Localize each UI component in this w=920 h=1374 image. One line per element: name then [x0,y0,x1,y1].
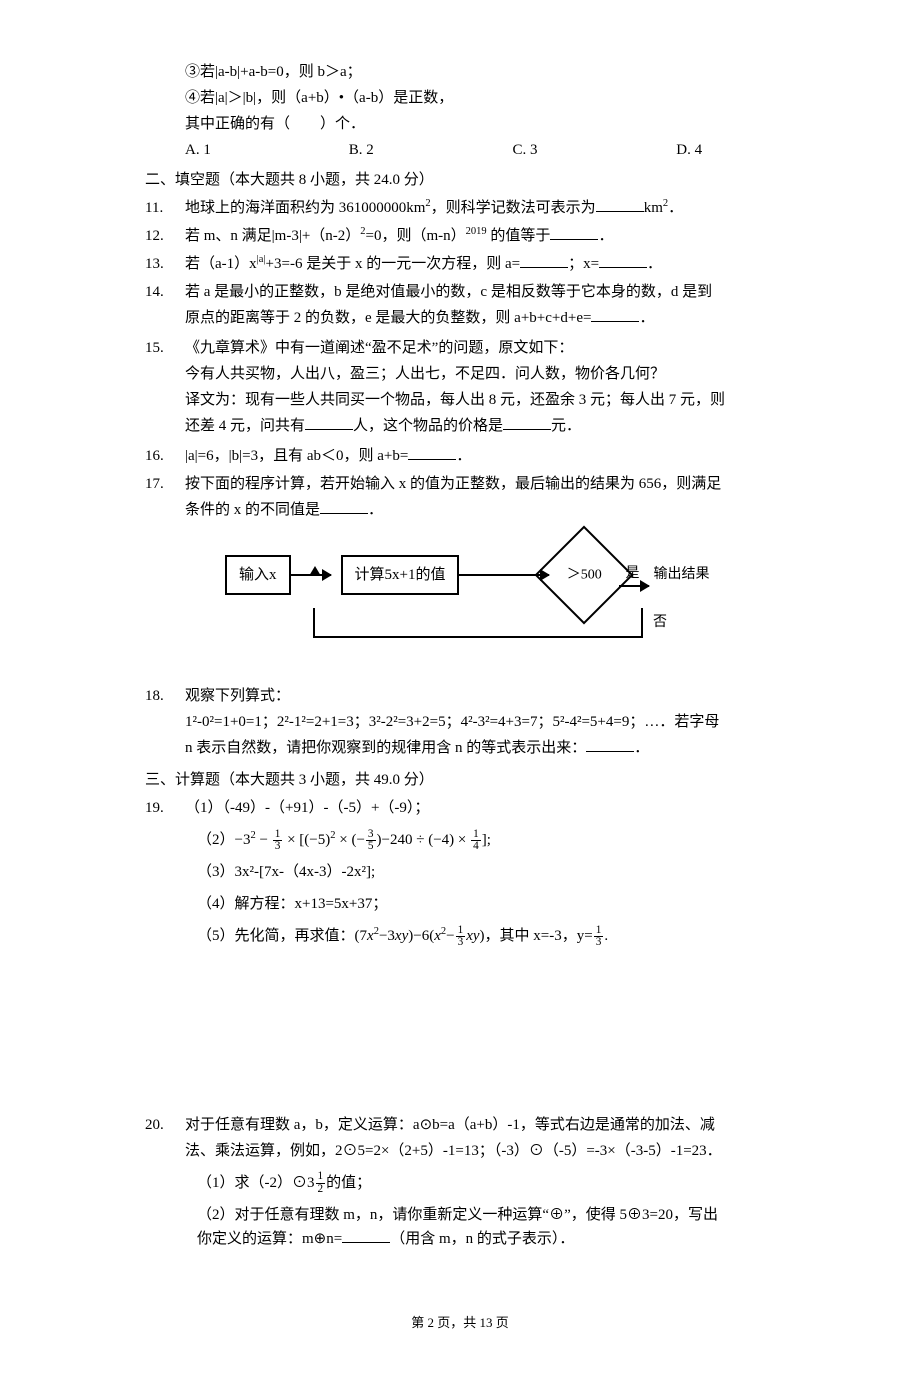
q12-text-b: =0，则（m-n） [366,228,466,244]
q19-p4: （4）解方程：x+13=5x+37； [185,892,840,916]
q17-line2-a: 条件的 x 的不同值是 [185,502,320,518]
question-11: 11. 地球上的海洋面积约为 361000000km2，则科学记数法可表示为km… [145,196,840,220]
options-row: A. 1 B. 2 C. 3 D. 4 [185,138,840,162]
q20-line2: 法、乘法运算，例如，2⊙5=2×（2+5）-1=13；（-3）⊙（-5）=-3×… [185,1139,840,1163]
q17-line2-b: ． [368,502,383,518]
q15-line1: 《九章算术》中有一道阐述“盈不足术”的问题，原文如下： [185,336,840,360]
q11-unit: km [644,200,663,216]
q11-blank[interactable] [596,197,644,212]
q16-blank[interactable] [408,445,456,460]
flowchart: 输入x 计算5x+1的值 ＞500 是 [225,540,840,650]
q13-text-d: ． [647,256,662,272]
q19-num: 19. [145,796,185,820]
q13-exp1: |a| [257,254,266,265]
q11-text-a: 地球上的海洋面积约为 361000000km [185,200,425,216]
q15-num: 15. [145,336,185,360]
page-footer: 第 2 页，共 13 页 [0,1313,920,1334]
option-b[interactable]: B. 2 [349,138,513,162]
q19-p5: （5）先化简，再求值：(7x2−3xy)−6(x2−13xy)，其中 x=-3，… [185,924,840,948]
q17-line1: 按下面的程序计算，若开始输入 x 的值为正整数，最后输出的结果为 656，则满足 [185,472,840,496]
question-18: 18. 观察下列算式： 1²-0²=1+0=1；2²-1²=2+1=3；3²-2… [145,684,840,762]
q13-blank-1[interactable] [520,253,568,268]
q17-num: 17. [145,472,185,496]
flow-input-box: 输入x [225,555,291,595]
flow-no-label: 否 [653,612,667,634]
q15-line4-a: 还差 4 元，问共有 [185,418,305,434]
stmt-prompt: 其中正确的有（ ）个． [185,112,840,136]
section-calc-title: 三、计算题（本大题共 3 小题，共 49.0 分） [145,768,840,792]
q14-line2-b: ． [639,310,654,326]
question-12: 12. 若 m、n 满足|m-3|+（n-2）2=0，则（m-n）2019 的值… [145,224,840,248]
q15-blank-1[interactable] [305,415,353,430]
option-d[interactable]: D. 4 [676,138,840,162]
section-fill-title: 二、填空题（本大题共 8 小题，共 24.0 分） [145,168,840,192]
q20-p2-line2-a: 你定义的运算：m⊕n= [197,1231,342,1247]
page-content: ③若|a-b|+a-b=0，则 b＞a； ④若|a|＞|b|，则（a+b）•（a… [0,60,920,1253]
q14-num: 14. [145,280,185,304]
q19-p3: （3）3x²-[7x-（4x-3）-2x²]; [185,860,840,884]
q13-num: 13. [145,252,185,276]
q18-line3-a: n 表示自然数，请把你观察到的规律用含 n 的等式表示出来： [185,740,586,756]
q12-blank[interactable] [550,225,598,240]
stmt-3: ③若|a-b|+a-b=0，则 b＞a； [185,60,840,84]
q15-line4-b: 人，这个物品的价格是 [353,418,503,434]
q17-blank[interactable] [320,499,368,514]
q20-p2-line2-b: （用含 m，n 的式子表示）． [390,1231,574,1247]
q11-text-c: ． [668,200,683,216]
q20-line1: 对于任意有理数 a，b，定义运算：a⊙b=a（a+b）-1，等式右边是通常的加法… [185,1113,840,1137]
question-16: 16. |a|=6，|b|=3，且有 ab＜0，则 a+b= ． [145,444,840,468]
q12-text-d: ． [598,228,613,244]
question-20: 20. 对于任意有理数 a，b，定义运算：a⊙b=a（a+b）-1，等式右边是通… [145,1113,840,1253]
q18-num: 18. [145,684,185,708]
option-a[interactable]: A. 1 [185,138,349,162]
q15-line3: 译文为：现有一些人共同买一个物品，每人出 8 元，还盈余 3 元；每人出 7 元… [185,388,840,412]
q19-p1: （1）（-49）-（+91）-（-5）+（-9）； [185,796,840,820]
q20-p2-line1: （2）对于任意有理数 m，n，请你重新定义一种运算“⊕”，使得 5⊕3=20，写… [185,1203,840,1227]
q11-text-b: ，则科学记数法可表示为 [431,200,596,216]
question-14: 14. 若 a 是最小的正整数，b 是绝对值最小的数，c 是相反数等于它本身的数… [145,280,840,332]
question-15: 15. 《九章算术》中有一道阐述“盈不足术”的问题，原文如下： 今有人共买物，人… [145,336,840,440]
q20-blank[interactable] [342,1228,390,1243]
flow-compute-box: 计算5x+1的值 [341,555,460,595]
q18-line2: 1²-0²=1+0=1；2²-1²=2+1=3；3²-2²=3+2=5；4²-3… [185,710,840,734]
q20-p1: （1）求（-2）⊙312的值； [185,1171,840,1195]
q14-line2-a: 原点的距离等于 2 的负数，e 是最大的负整数，则 a+b+c+d+e= [185,310,591,326]
q15-blank-2[interactable] [503,415,551,430]
question-13: 13. 若（a-1）x|a|+3=-6 是关于 x 的一元一次方程，则 a= ；x… [145,252,840,276]
q16-text-b: ． [456,448,471,464]
flow-output-label: 输出结果 [653,564,709,586]
q18-blank[interactable] [586,737,634,752]
q18-line1: 观察下列算式： [185,684,840,708]
q19-p2: （2）−32 − 13 × [(−5)2 × (−35)−240 ÷ (−4) … [185,828,840,852]
q20-num: 20. [145,1113,185,1137]
q15-line4-c: 元． [551,418,581,434]
q13-text-c: ；x= [568,256,599,272]
q13-text-b: +3=-6 是关于 x 的一元一次方程，则 a= [266,256,521,272]
q14-line1: 若 a 是最小的正整数，b 是绝对值最小的数，c 是相反数等于它本身的数，d 是… [185,280,840,304]
continued-question: ③若|a-b|+a-b=0，则 b＞a； ④若|a|＞|b|，则（a+b）•（a… [145,60,840,162]
question-19: 19. （1）（-49）-（+91）-（-5）+（-9）； （2）−32 − 1… [145,796,840,949]
q16-text-a: |a|=6，|b|=3，且有 ab＜0，则 a+b= [185,448,408,464]
q11-num: 11. [145,196,185,220]
q12-text-a: 若 m、n 满足|m-3|+（n-2） [185,228,360,244]
q12-num: 12. [145,224,185,248]
q15-line2: 今有人共买物，人出八，盈三；人出七，不足四．问人数，物价各几何？ [185,362,840,386]
q12-text-c: 的值等于 [487,228,551,244]
option-c[interactable]: C. 3 [513,138,677,162]
q13-text-a: 若（a-1）x [185,256,257,272]
q13-blank-2[interactable] [599,253,647,268]
q16-num: 16. [145,444,185,468]
q14-blank[interactable] [591,307,639,322]
question-17: 17. 按下面的程序计算，若开始输入 x 的值为正整数，最后输出的结果为 656… [145,472,840,680]
stmt-4: ④若|a|＞|b|，则（a+b）•（a-b）是正数， [185,86,840,110]
q12-exp2: 2019 [466,226,487,237]
q18-line3-b: ． [634,740,649,756]
